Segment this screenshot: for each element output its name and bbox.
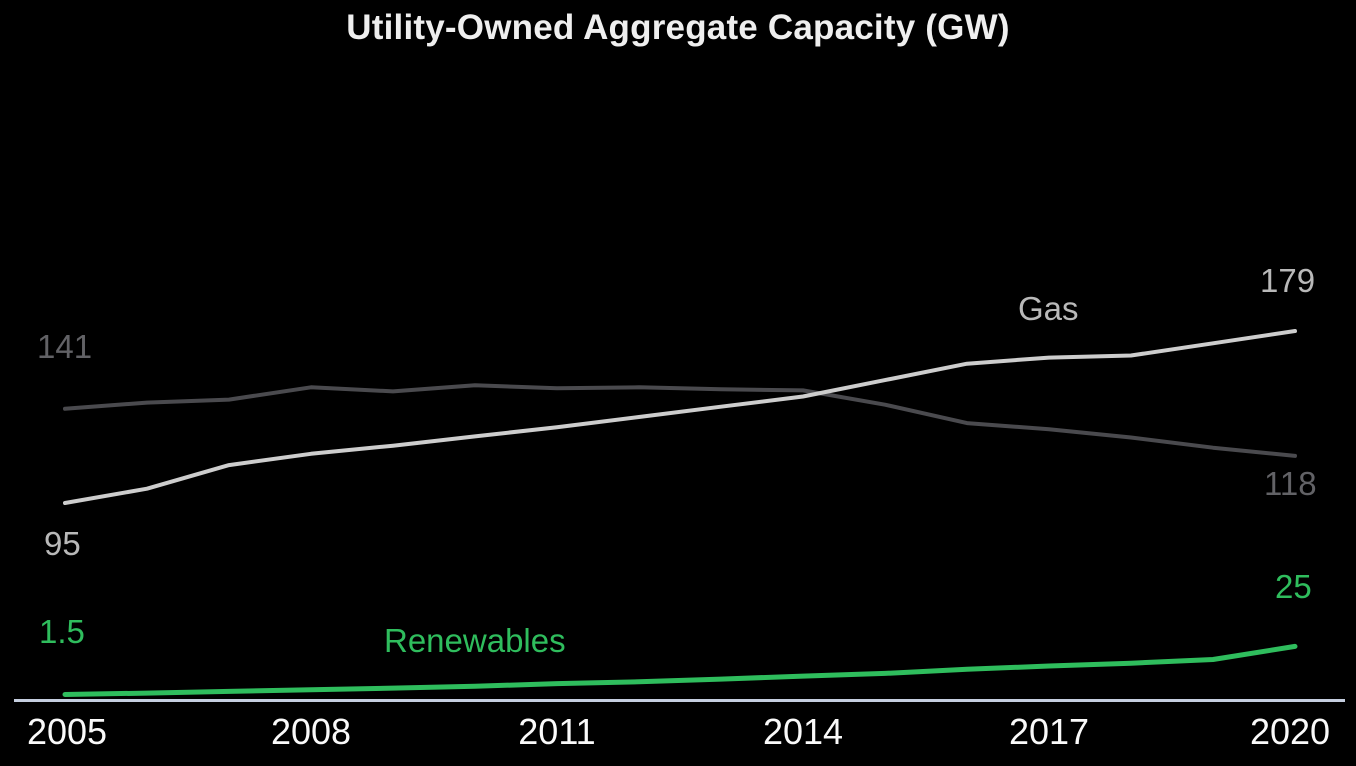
value-label-gray-end: 118 [1264, 465, 1317, 502]
value-label-renewables-start: 1.5 [39, 613, 85, 650]
x-tick-2017: 2017 [1008, 711, 1090, 752]
x-tick-2014: 2014 [762, 711, 844, 752]
chart-title: Utility-Owned Aggregate Capacity (GW) [346, 8, 1010, 47]
series-label-renewables: Renewables [384, 622, 566, 659]
value-label-renewables-end: 25 [1275, 568, 1312, 605]
x-tick-2011: 2011 [518, 711, 596, 752]
value-label-gas-start: 95 [44, 525, 81, 562]
series-line-gas [63, 329, 1297, 505]
series-label-gas: Gas [1018, 290, 1079, 327]
value-label-gas-end: 179 [1260, 262, 1316, 299]
x-tick-2020: 2020 [1249, 711, 1331, 752]
series-line-gray-unlabeled [63, 383, 1297, 458]
x-axis-line [14, 699, 1345, 702]
value-label-gray-start: 141 [37, 328, 93, 365]
x-tick-2008: 2008 [270, 711, 352, 752]
series-line-renewables [62, 643, 1298, 697]
x-tick-2005: 2005 [26, 711, 108, 752]
